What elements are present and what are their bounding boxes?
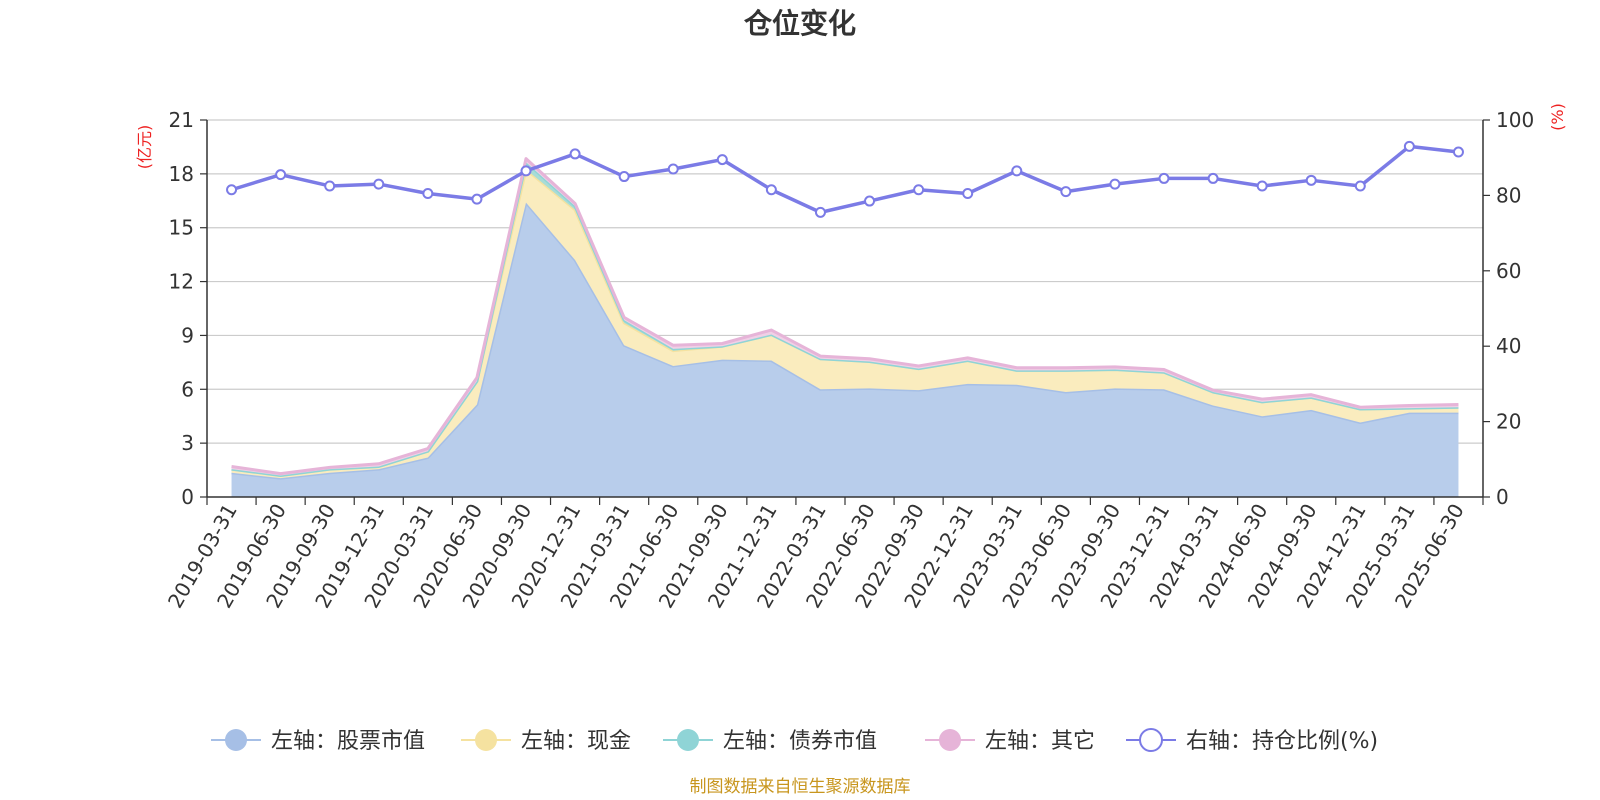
area-line-4 (231, 157, 1459, 476)
legend: 左轴：股票市值 左轴：现金 左轴：债券市值 左轴：其它 右轴：持仓比例(%) (211, 728, 1378, 754)
left-axis-tick-label: 3 (181, 431, 194, 455)
ratio-point (962, 188, 974, 200)
grid (207, 119, 1483, 444)
left-axis-tick-label: 15 (169, 216, 194, 240)
left-axis-tick-label: 0 (181, 485, 194, 509)
left-axis-tick-label: 9 (181, 323, 194, 347)
legend-label: 左轴：债券市值 (723, 729, 877, 754)
ratio-point (471, 193, 483, 205)
ratio-point (1452, 146, 1464, 158)
legend-label: 右轴：持仓比例(%) (1186, 729, 1378, 754)
area-1 (231, 202, 1459, 498)
right-axis-tick-label: 60 (1496, 259, 1521, 283)
ratio-point (1305, 174, 1317, 186)
position-ratio-line (226, 140, 1464, 218)
ratio-point (864, 195, 876, 207)
left-axis-tick-label: 12 (169, 270, 194, 294)
legend-marker (1139, 728, 1163, 752)
ratio-point (520, 165, 532, 177)
legend-marker (677, 729, 699, 751)
left-axis-tick-label: 6 (181, 377, 194, 401)
ratio-point (422, 188, 434, 200)
stacked-areas (231, 157, 1459, 498)
ratio-point (667, 163, 679, 175)
ratio-point (814, 206, 826, 218)
legend-label: 左轴：其它 (985, 729, 1095, 754)
right-axis-tick-label: 40 (1496, 334, 1521, 358)
ratio-line (231, 144, 1459, 215)
ratio-point (1011, 165, 1023, 177)
right-axis-tick-label: 80 (1496, 183, 1521, 207)
right-axis-tick-label: 20 (1496, 410, 1521, 434)
ratio-point (618, 171, 630, 183)
ratio-point (569, 148, 581, 160)
left-axis-tick-label: 21 (169, 108, 194, 132)
legend-marker (225, 729, 247, 751)
left-axis-tick-label: 18 (169, 162, 194, 186)
chart-title: 仓位变化 (744, 7, 856, 40)
ratio-point (765, 184, 777, 196)
right-axis-unit: (%) (1548, 103, 1567, 131)
ratio-point (1158, 172, 1170, 184)
source-note: 制图数据来自恒生聚源数据库 (690, 777, 911, 797)
ratio-point (373, 178, 385, 190)
ratio-point (1060, 186, 1072, 198)
legend-marker (939, 729, 961, 751)
ratio-point (226, 184, 238, 196)
legend-marker (475, 729, 497, 751)
ratio-point (913, 184, 925, 196)
ratio-point (716, 154, 728, 166)
ratio-point (1109, 178, 1121, 190)
ratio-point (324, 180, 336, 192)
ratio-point (275, 169, 287, 181)
left-axis-unit: (亿元) (135, 125, 154, 170)
ratio-point (1354, 180, 1366, 192)
legend-label: 左轴：现金 (521, 729, 631, 754)
right-axis-tick-label: 0 (1496, 485, 1509, 509)
ratio-point (1207, 172, 1219, 184)
ratio-point (1403, 140, 1415, 152)
right-axis-tick-label: 100 (1496, 108, 1534, 132)
legend-label: 左轴：股票市值 (271, 729, 425, 754)
ratio-point (1256, 180, 1268, 192)
